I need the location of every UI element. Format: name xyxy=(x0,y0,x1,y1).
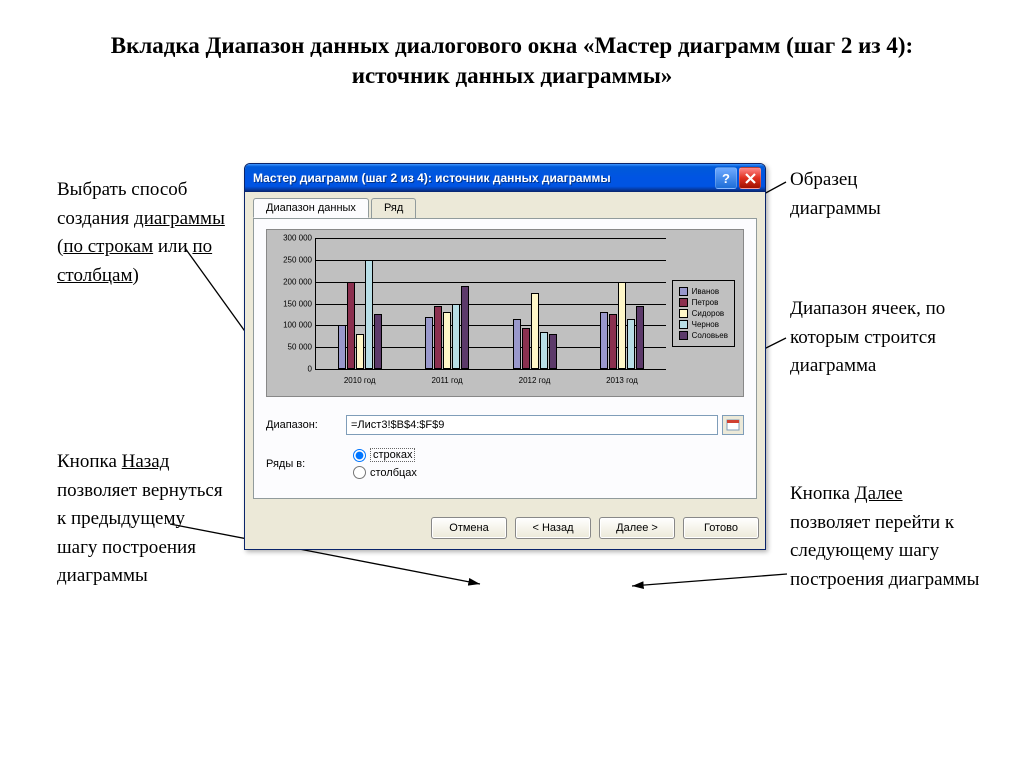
radio-rows-label: строках xyxy=(370,448,415,462)
annotation-right-1: Образец диаграммы xyxy=(790,166,950,223)
dialog-button-row: Отмена < Назад Далее > Готово xyxy=(245,507,765,549)
radio-rows-input[interactable] xyxy=(353,449,366,462)
rows-in-label: Ряды в: xyxy=(266,458,346,470)
close-button[interactable] xyxy=(739,167,761,189)
titlebar[interactable]: Мастер диаграмм (шаг 2 из 4): источник д… xyxy=(245,164,765,192)
chart-preview: 050 000100 000150 000200 000250 000300 0… xyxy=(266,229,744,397)
radio-cols-input[interactable] xyxy=(353,466,366,479)
annotation-left-1: Выбрать способ создания диаграммы (по ст… xyxy=(57,176,237,290)
back-button[interactable]: < Назад xyxy=(515,517,591,539)
range-label: Диапазон: xyxy=(266,419,346,431)
radio-rows[interactable]: строках xyxy=(353,448,417,462)
annotation-right-2: Диапазон ячеек, по которым строится диаг… xyxy=(790,295,980,381)
dialog-chart-wizard: Мастер диаграмм (шаг 2 из 4): источник д… xyxy=(244,163,766,550)
finish-button[interactable]: Готово xyxy=(683,517,759,539)
chart-legend: ИвановПетровСидоровЧерновСоловьев xyxy=(672,280,735,347)
annotation-left-2: Кнопка Назад позволяет вернуться к преды… xyxy=(57,448,227,591)
page-title: Вкладка Диапазон данных диалогового окна… xyxy=(87,31,937,91)
rows-in-group: строках столбцах xyxy=(346,445,424,482)
range-picker-button[interactable] xyxy=(722,415,744,435)
range-picker-icon xyxy=(726,419,740,431)
tab-bar: Диапазон данных Ряд xyxy=(253,198,757,219)
titlebar-text: Мастер диаграмм (шаг 2 из 4): источник д… xyxy=(253,171,713,185)
tab-data-range[interactable]: Диапазон данных xyxy=(253,198,369,218)
annotation-right-3: Кнопка Далее позволяет перейти к следующ… xyxy=(790,480,980,594)
close-icon xyxy=(745,173,756,184)
cancel-button[interactable]: Отмена xyxy=(431,517,507,539)
help-button[interactable]: ? xyxy=(715,167,737,189)
next-button[interactable]: Далее > xyxy=(599,517,675,539)
range-input[interactable] xyxy=(346,415,718,435)
radio-cols[interactable]: столбцах xyxy=(353,466,417,479)
tab-panel-data-range: 050 000100 000150 000200 000250 000300 0… xyxy=(253,218,757,499)
tab-series[interactable]: Ряд xyxy=(371,198,416,218)
radio-cols-label: столбцах xyxy=(370,467,417,479)
